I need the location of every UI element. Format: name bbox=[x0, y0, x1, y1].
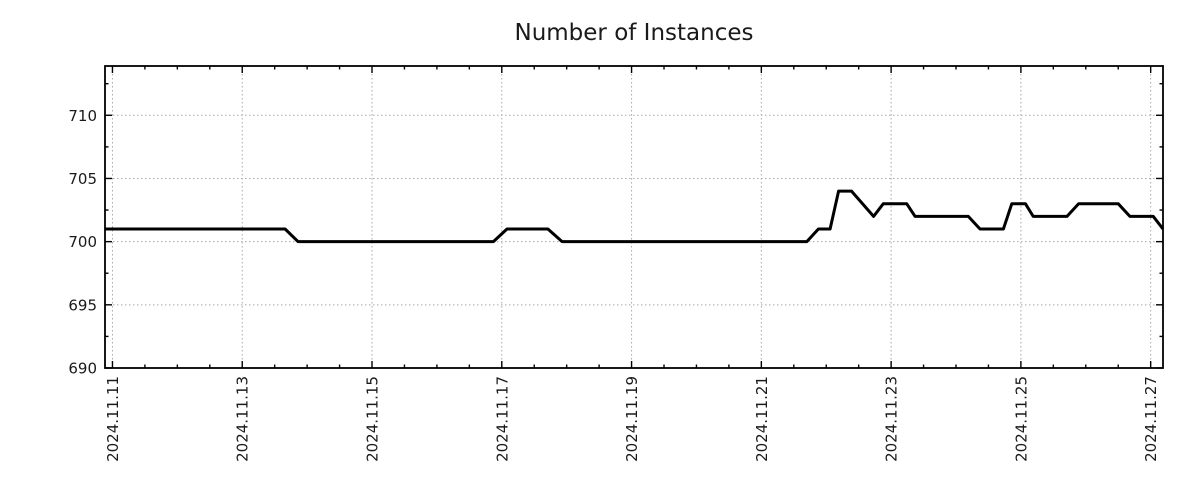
x-tick-label: 2024.11.25 bbox=[1012, 376, 1030, 462]
series-line-instances bbox=[105, 189, 1165, 244]
axis-tick-labels: 690 695 700 705 710 2024.11.11 2024.11.13 2024.… bbox=[68, 107, 1160, 462]
y-tick-label: 690 bbox=[68, 360, 97, 378]
x-tick-label: 2024.11.11 bbox=[104, 376, 122, 462]
chart-title: Number of Instances bbox=[515, 20, 754, 46]
x-tick-label: 2024.11.15 bbox=[364, 376, 382, 462]
y-tick-label: 705 bbox=[68, 170, 97, 188]
x-tick-label: 2024.11.23 bbox=[883, 376, 901, 462]
x-tick-label: 2024.11.21 bbox=[753, 376, 771, 462]
x-tick-label: 2024.11.17 bbox=[493, 376, 511, 462]
x-tick-label: 2024.11.19 bbox=[623, 376, 641, 462]
y-tick-label: 700 bbox=[68, 233, 97, 251]
data-series bbox=[105, 189, 1165, 244]
y-tick-label: 695 bbox=[68, 296, 97, 314]
gridlines bbox=[105, 66, 1163, 369]
plot-border bbox=[104, 65, 1164, 369]
axis-ticks bbox=[105, 66, 1163, 369]
x-tick-label: 2024.11.13 bbox=[234, 376, 252, 462]
y-tick-label: 710 bbox=[68, 107, 97, 125]
x-tick-label: 2024.11.27 bbox=[1142, 376, 1160, 462]
